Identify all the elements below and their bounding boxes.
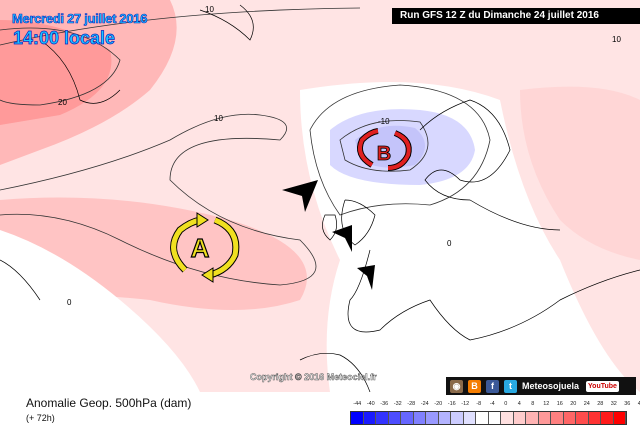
colorbar-swatch [413, 412, 426, 424]
anomaly-zone-positive-east [520, 86, 640, 261]
contour-label: 10 [612, 35, 621, 44]
colorbar-swatch [438, 412, 451, 424]
colorbar-label: 8 [531, 401, 535, 407]
colorbar-label: -20 [434, 401, 443, 407]
colorbar-label: 24 [583, 401, 590, 407]
colorbar-swatch [576, 412, 589, 424]
colorbar-label: 28 [597, 401, 604, 407]
colorbar-swatch [538, 412, 551, 424]
run-info: Run GFS 12 Z du Dimanche 24 juillet 2016 [392, 8, 640, 24]
colorbar-swatch [463, 412, 476, 424]
anomaly-zone-neutral-west [0, 230, 200, 392]
high-pressure-label: A [191, 233, 210, 263]
contour-lines [0, 7, 491, 286]
colorbar-swatch [351, 412, 364, 424]
forecast-time: 14:00 locale [13, 28, 116, 49]
colorbar-label: -16 [447, 401, 456, 407]
twitter-icon[interactable]: t [504, 379, 517, 393]
anomaly-zone-positive-20 [0, 20, 112, 125]
colorbar-label: 32 [610, 401, 617, 407]
forecast-offset: (+ 72h) [26, 413, 55, 423]
anomaly-map: 10 20 10 0 -10 10 0 A B [0, 0, 640, 392]
map-title: Anomalie Geop. 500hPa (dam) [26, 396, 192, 410]
colorbar-swatch [613, 412, 626, 424]
colorbar-label: 4 [517, 401, 521, 407]
colorbar-swatch [588, 412, 601, 424]
colorbar-swatch [376, 412, 389, 424]
colorbar-label: -4 [489, 401, 495, 407]
colorbar-label: 16 [556, 401, 563, 407]
colorbar-label: -44 [353, 401, 362, 407]
colorbar-swatch [363, 412, 376, 424]
arrow-icon [282, 180, 318, 212]
contour-label: 10 [205, 5, 214, 14]
colorbar-swatch [501, 412, 514, 424]
contour-label: 0 [447, 239, 452, 248]
colorbar-label: 40 [637, 401, 640, 407]
colorbar-label: 36 [624, 401, 631, 407]
low-pressure-label: B [377, 143, 391, 165]
youtube-icon[interactable]: YouTube [586, 380, 619, 392]
instagram-icon[interactable]: ◉ [450, 379, 463, 393]
colorbar-label: -32 [393, 401, 402, 407]
colorbar-swatch [476, 412, 489, 424]
colorbar-label: -8 [476, 401, 482, 407]
facebook-icon[interactable]: f [486, 379, 499, 393]
colorbar-label: 0 [504, 401, 508, 407]
social-name[interactable]: Meteosojuela [522, 381, 580, 391]
colorbar-swatch [426, 412, 439, 424]
colorbar-labels: -44 -40 -36 -32 -28 -24 -20 -16 -12 -8 -4 0 4 8 12 16 20… [350, 401, 640, 409]
coastlines [0, 4, 640, 392]
contour-label: 0 [67, 298, 72, 307]
colorbar-label: -36 [380, 401, 389, 407]
colorbar-swatch [563, 412, 576, 424]
colorbar-swatch [551, 412, 564, 424]
blogger-icon[interactable]: B [468, 379, 481, 393]
colorbar-label: -12 [461, 401, 470, 407]
contour-label: -10 [378, 117, 390, 126]
contour-label: 20 [58, 98, 67, 107]
colorbar [350, 411, 627, 425]
colorbar-swatch [451, 412, 464, 424]
colorbar-label: -24 [420, 401, 429, 407]
colorbar-label: -40 [366, 401, 375, 407]
colorbar-swatch [513, 412, 526, 424]
social-bar: ◉ B f t Meteosojuela YouTube [446, 377, 636, 395]
colorbar-swatch [401, 412, 414, 424]
colorbar-swatch [488, 412, 501, 424]
flow-arrows [282, 180, 375, 290]
colorbar-swatch [388, 412, 401, 424]
high-pressure-symbol: A [170, 212, 240, 283]
forecast-date: Mercredi 27 juillet 2016 [12, 11, 148, 27]
low-pressure-symbol: B [357, 128, 412, 171]
copyright: Copyright © 2016 Meteociel.fr [250, 372, 377, 383]
colorbar-swatch [526, 412, 539, 424]
contour-label: 10 [214, 114, 223, 123]
colorbar-swatch [601, 412, 614, 424]
arrow-icon [332, 225, 352, 252]
arrow-icon [357, 265, 375, 290]
colorbar-label: 12 [543, 401, 550, 407]
colorbar-label: -28 [407, 401, 416, 407]
colorbar-label: 20 [570, 401, 577, 407]
